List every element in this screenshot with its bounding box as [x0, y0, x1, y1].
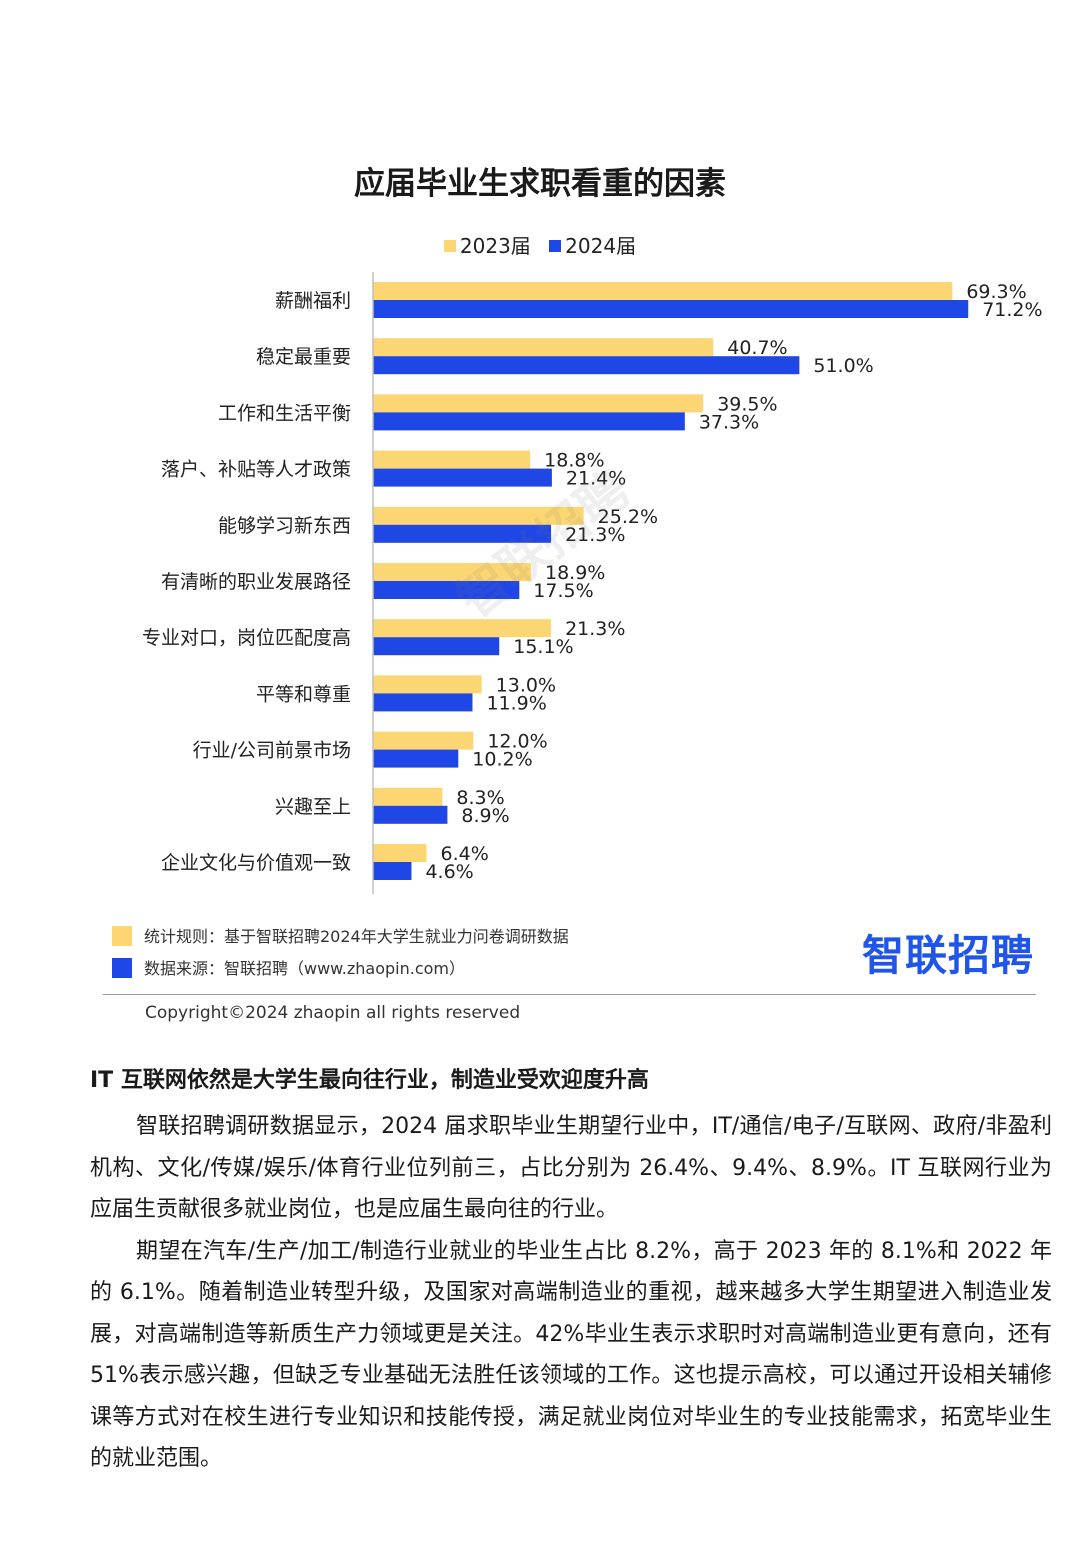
- data-label-2023届: 12.0%: [487, 731, 547, 753]
- category-label: 能够学习新东西: [218, 515, 351, 537]
- legend-label-2023: 2023届: [459, 234, 531, 258]
- bar-2024届: [373, 862, 412, 880]
- bar-2023届: [373, 675, 482, 694]
- bar-2024届: [373, 805, 448, 824]
- article-paragraph-2: 期望在汽车/生产/加工/制造行业就业的毕业生占比 8.2%，高于 2023 年的…: [90, 1238, 1052, 1472]
- article-paragraph-1: 智联招聘调研数据显示，2024 届求职毕业生期望行业中，IT/通信/电子/互联网…: [90, 1114, 1052, 1222]
- data-label-2023届: 25.2%: [598, 506, 658, 528]
- data-label-2023届: 13.0%: [496, 674, 556, 696]
- chart-title: 应届毕业生求职看重的因素: [354, 166, 726, 202]
- legend-label-2024: 2024届: [565, 234, 637, 258]
- data-label-2024届: 17.5%: [533, 580, 593, 602]
- data-label-2024届: 4.6%: [425, 861, 473, 883]
- bar-2024届: [373, 524, 552, 543]
- bar-2023届: [373, 338, 714, 357]
- bar-2023届: [373, 787, 443, 806]
- bar-2023届: [373, 844, 427, 862]
- legend-swatch-2023: [443, 239, 456, 252]
- note-source: 数据来源：智联招聘（www.zhaopin.com）: [112, 954, 569, 986]
- category-label: 企业文化与价值观一致: [161, 852, 351, 874]
- bar-chart: 薪酬福利 69.3%71.2% 稳定最重要 40.7% 51.0% 工作和生活平衡 39.5…: [142, 272, 1043, 895]
- zhaopin-logo: 智联招聘: [862, 931, 1035, 980]
- bar-2023届: [373, 563, 532, 581]
- chart-notes: 统计规则：基于智联招聘2024年大学生就业力问卷调研数据 数据来源：智联招聘（w…: [112, 922, 569, 986]
- bar-2024届: [373, 412, 685, 431]
- data-label-2024届: 15.1%: [513, 636, 573, 658]
- data-label-2023届: 39.5%: [717, 393, 777, 415]
- bar-2023届: [373, 619, 552, 638]
- bar-2024届: [373, 693, 473, 712]
- data-label-2023届: 6.4%: [441, 843, 489, 865]
- data-label-2023届: 18.9%: [545, 562, 605, 584]
- bar-2023届: [373, 450, 531, 469]
- data-label-2024届: 10.2%: [472, 749, 532, 771]
- legend-swatch-2024: [549, 239, 562, 252]
- divider: [103, 994, 1036, 995]
- category-label: 工作和生活平衡: [218, 402, 351, 424]
- category-label: 有清晰的职业发展路径: [161, 571, 351, 593]
- note-swatch-yellow: [112, 925, 132, 946]
- category-label: 落户、补贴等人才政策: [161, 459, 351, 481]
- data-label-2024届: 21.4%: [566, 468, 626, 490]
- bar-2024届: [373, 581, 520, 599]
- data-label-2024届: 8.9%: [461, 805, 509, 827]
- data-label-2024届: 71.2%: [982, 299, 1042, 321]
- bar-2023届: [373, 282, 953, 300]
- data-label-2024届: 21.3%: [565, 524, 625, 546]
- bar-2024届: [373, 749, 459, 768]
- article-heading: IT 互联网依然是大学生最向往行业，制造业受欢迎度升高: [90, 1068, 649, 1093]
- data-label-2023届: 40.7%: [727, 337, 787, 359]
- chart-legend: 2023届 2024届: [0, 230, 1080, 259]
- bar-2023届: [373, 506, 584, 525]
- category-label: 兴趣至上: [275, 796, 351, 818]
- category-label: 专业对口，岗位匹配度高: [142, 627, 351, 649]
- data-label-2023届: 18.8%: [544, 450, 604, 472]
- bar-2024届: [373, 356, 800, 375]
- data-label-2023届: 8.3%: [456, 787, 504, 809]
- bar-2023届: [373, 731, 474, 750]
- note-rule: 统计规则：基于智联招聘2024年大学生就业力问卷调研数据: [112, 922, 569, 954]
- bar-2024届: [373, 468, 552, 487]
- data-label-2023届: 69.3%: [966, 281, 1026, 303]
- note-rule-text: 统计规则：基于智联招聘2024年大学生就业力问卷调研数据: [144, 927, 569, 946]
- category-label: 薪酬福利: [275, 290, 351, 312]
- data-label-2024届: 11.9%: [486, 692, 546, 714]
- note-swatch-blue: [112, 957, 132, 978]
- note-source-text: 数据来源：智联招聘（www.zhaopin.com）: [144, 959, 466, 978]
- bar-2024届: [373, 637, 500, 656]
- category-label: 稳定最重要: [256, 346, 351, 368]
- category-label: 平等和尊重: [256, 683, 351, 705]
- legend-item-2023: 2023届: [443, 230, 531, 259]
- bar-2024届: [373, 300, 969, 318]
- category-label: 行业/公司前景市场: [193, 740, 351, 762]
- data-label-2023届: 21.3%: [565, 618, 625, 640]
- data-label-2024届: 37.3%: [699, 411, 759, 433]
- data-label-2024届: 51.0%: [813, 355, 873, 377]
- bar-2023届: [373, 394, 704, 413]
- article: IT 互联网依然是大学生最向往行业，制造业受欢迎度升高 智联招聘调研数据显示，2…: [90, 1062, 1052, 1480]
- legend-item-2024: 2024届: [549, 230, 636, 259]
- copyright: Copyright©2024 zhaopin all rights reserv…: [145, 1003, 521, 1023]
